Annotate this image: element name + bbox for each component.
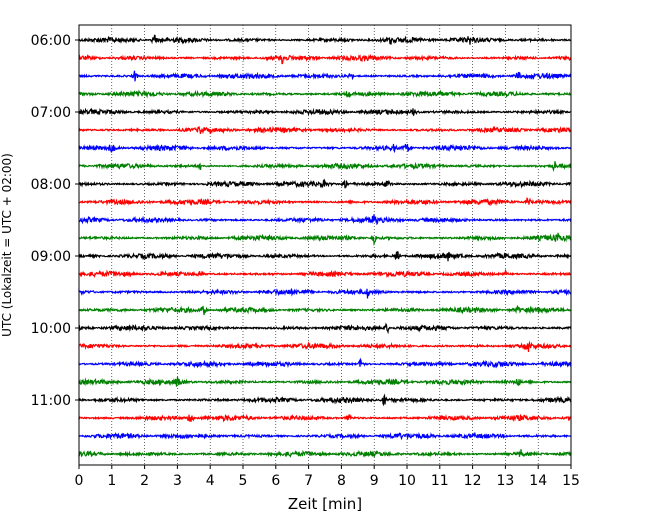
trace-line <box>78 53 572 65</box>
x-tick-label: 1 <box>107 473 116 489</box>
trace-line <box>78 268 572 279</box>
y-tick-label: 08:00 <box>31 177 71 193</box>
trace-line <box>78 161 572 173</box>
trace-line <box>78 357 572 369</box>
y-tick-label: 11:00 <box>31 393 71 409</box>
x-tick-label: 5 <box>239 473 248 489</box>
x-tick-label: 10 <box>398 473 416 489</box>
plot-frame <box>78 24 572 466</box>
trace-line <box>78 125 572 135</box>
trace-line <box>78 251 572 262</box>
trace-line <box>78 214 572 226</box>
x-tick-label: 4 <box>206 473 215 489</box>
trace-line <box>78 89 572 99</box>
trace-line <box>78 34 572 45</box>
trace-line <box>78 107 572 116</box>
x-tick-label: 15 <box>562 473 580 489</box>
x-tick-label: 2 <box>140 473 149 489</box>
trace-line <box>78 70 572 82</box>
vertical-grid <box>111 25 539 465</box>
y-tick-label: 06:00 <box>31 33 71 49</box>
trace-line <box>78 287 572 299</box>
x-tick-label: 12 <box>464 473 482 489</box>
x-tick-label: 0 <box>75 473 84 489</box>
trace-line <box>78 376 572 387</box>
trace-line <box>78 449 572 458</box>
trace-line <box>78 393 572 407</box>
y-tick-label: 09:00 <box>31 249 71 265</box>
trace-line <box>78 340 572 353</box>
trace-line <box>78 322 572 335</box>
x-tick-label: 3 <box>173 473 182 489</box>
trace-line <box>78 143 572 154</box>
trace-line <box>78 305 572 316</box>
y-axis-ticks: 06:00 07:00 08:00 09:00 10:00 11:00 <box>31 33 79 409</box>
x-tick-label: 13 <box>496 473 514 489</box>
y-tick-label: 07:00 <box>31 105 71 121</box>
x-tick-label: 11 <box>431 473 449 489</box>
y-tick-label: 10:00 <box>31 321 71 337</box>
trace-line <box>78 178 572 189</box>
trace-line <box>78 197 572 207</box>
x-tick-label: 6 <box>271 473 280 489</box>
trace-line <box>78 431 572 441</box>
seismogram-traces <box>78 34 572 458</box>
x-axis-ticks: 0 1 2 3 4 5 6 7 8 9 10 11 12 13 14 15 <box>75 465 580 489</box>
x-tick-label: 14 <box>529 473 547 489</box>
trace-line <box>78 413 572 423</box>
x-tick-label: 8 <box>337 473 346 489</box>
x-tick-label: 7 <box>304 473 313 489</box>
x-axis-title: Zeit [min] <box>288 495 362 513</box>
y-axis-title: UTC (Lokalzeit = UTC + 02:00) <box>0 153 14 337</box>
x-tick-label: 9 <box>370 473 379 489</box>
trace-line <box>78 232 572 246</box>
